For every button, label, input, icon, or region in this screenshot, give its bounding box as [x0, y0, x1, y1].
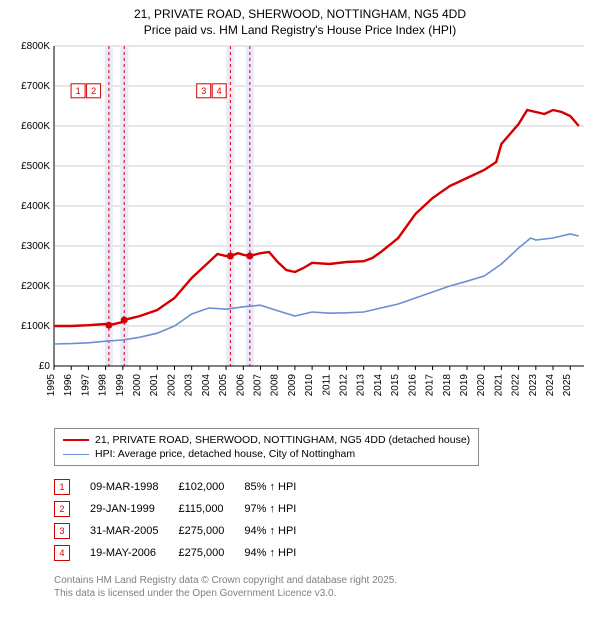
svg-text:2004: 2004	[201, 374, 212, 397]
sale-hpi: 94% ↑ HPI	[244, 542, 316, 564]
svg-text:3: 3	[201, 86, 206, 96]
svg-text:£600K: £600K	[21, 121, 50, 132]
svg-text:2016: 2016	[407, 374, 418, 397]
legend-label-a: 21, PRIVATE ROAD, SHERWOOD, NOTTINGHAM, …	[95, 434, 470, 446]
svg-text:2015: 2015	[390, 374, 401, 397]
legend-row-a: 21, PRIVATE ROAD, SHERWOOD, NOTTINGHAM, …	[63, 433, 470, 447]
legend: 21, PRIVATE ROAD, SHERWOOD, NOTTINGHAM, …	[54, 428, 479, 466]
svg-text:1996: 1996	[63, 374, 74, 397]
svg-text:2012: 2012	[339, 374, 350, 397]
table-row: 1 09-MAR-1998£102,00085% ↑ HPI	[54, 476, 316, 498]
svg-text:2019: 2019	[459, 374, 470, 397]
sale-price: £275,000	[178, 520, 244, 542]
svg-text:2001: 2001	[149, 374, 160, 397]
footnote-line-2: This data is licensed under the Open Gov…	[54, 587, 590, 600]
sale-marker: 4	[54, 545, 70, 561]
svg-text:2007: 2007	[252, 374, 263, 397]
svg-text:2006: 2006	[235, 374, 246, 397]
price-chart: £0 £100K £200K £300K £400K £500K £600K £700K £80…	[10, 42, 590, 422]
svg-text:2023: 2023	[528, 374, 539, 397]
svg-text:2013: 2013	[356, 374, 367, 397]
svg-text:2008: 2008	[270, 374, 281, 397]
svg-text:2020: 2020	[476, 374, 487, 397]
svg-text:1998: 1998	[98, 374, 109, 397]
svg-text:2014: 2014	[373, 374, 384, 397]
svg-text:4: 4	[217, 86, 222, 96]
svg-text:2025: 2025	[562, 374, 573, 397]
svg-text:2021: 2021	[493, 374, 504, 397]
svg-text:£400K: £400K	[21, 201, 50, 212]
svg-text:2011: 2011	[321, 374, 332, 396]
sale-price: £115,000	[178, 498, 244, 520]
svg-text:1: 1	[76, 86, 81, 96]
svg-text:1999: 1999	[115, 374, 126, 397]
footnote-line-1: Contains HM Land Registry data © Crown c…	[54, 574, 590, 587]
legend-swatch-a	[63, 439, 89, 441]
svg-text:2018: 2018	[442, 374, 453, 397]
svg-text:1995: 1995	[46, 374, 57, 397]
svg-text:2024: 2024	[545, 374, 556, 397]
svg-text:1997: 1997	[80, 374, 91, 397]
sale-price: £275,000	[178, 542, 244, 564]
svg-text:2003: 2003	[184, 374, 195, 397]
svg-text:£300K: £300K	[21, 241, 50, 252]
svg-text:2009: 2009	[287, 374, 298, 397]
sale-date: 29-JAN-1999	[90, 498, 178, 520]
chart-title: 21, PRIVATE ROAD, SHERWOOD, NOTTINGHAM, …	[10, 6, 590, 38]
footnote: Contains HM Land Registry data © Crown c…	[54, 574, 590, 600]
sale-marker: 3	[54, 523, 70, 539]
svg-text:£100K: £100K	[21, 321, 50, 332]
legend-label-b: HPI: Average price, detached house, City…	[95, 448, 355, 460]
svg-text:2017: 2017	[425, 374, 436, 397]
sale-hpi: 94% ↑ HPI	[244, 520, 316, 542]
svg-text:2010: 2010	[304, 374, 315, 397]
svg-text:£200K: £200K	[21, 281, 50, 292]
sale-marker: 2	[54, 501, 70, 517]
title-line-2: Price paid vs. HM Land Registry's House …	[10, 22, 590, 38]
legend-row-b: HPI: Average price, detached house, City…	[63, 447, 470, 461]
sale-hpi: 85% ↑ HPI	[244, 476, 316, 498]
svg-text:2002: 2002	[166, 374, 177, 397]
sale-date: 19-MAY-2006	[90, 542, 178, 564]
sale-date: 09-MAR-1998	[90, 476, 178, 498]
svg-text:2: 2	[91, 86, 96, 96]
svg-text:£0: £0	[39, 361, 51, 372]
table-row: 3 31-MAR-2005£275,00094% ↑ HPI	[54, 520, 316, 542]
svg-text:2022: 2022	[511, 374, 522, 397]
table-row: 4 19-MAY-2006£275,00094% ↑ HPI	[54, 542, 316, 564]
table-row: 2 29-JAN-1999£115,00097% ↑ HPI	[54, 498, 316, 520]
svg-text:£700K: £700K	[21, 81, 50, 92]
svg-text:2005: 2005	[218, 374, 229, 397]
legend-swatch-b	[63, 454, 89, 455]
sale-marker: 1	[54, 479, 70, 495]
title-line-1: 21, PRIVATE ROAD, SHERWOOD, NOTTINGHAM, …	[10, 6, 590, 22]
sales-table: 1 09-MAR-1998£102,00085% ↑ HPI 2 29-JAN-199…	[54, 476, 316, 564]
sale-hpi: 97% ↑ HPI	[244, 498, 316, 520]
svg-text:£800K: £800K	[21, 42, 50, 52]
svg-text:£500K: £500K	[21, 161, 50, 172]
svg-text:2000: 2000	[132, 374, 143, 397]
sale-price: £102,000	[178, 476, 244, 498]
sale-date: 31-MAR-2005	[90, 520, 178, 542]
